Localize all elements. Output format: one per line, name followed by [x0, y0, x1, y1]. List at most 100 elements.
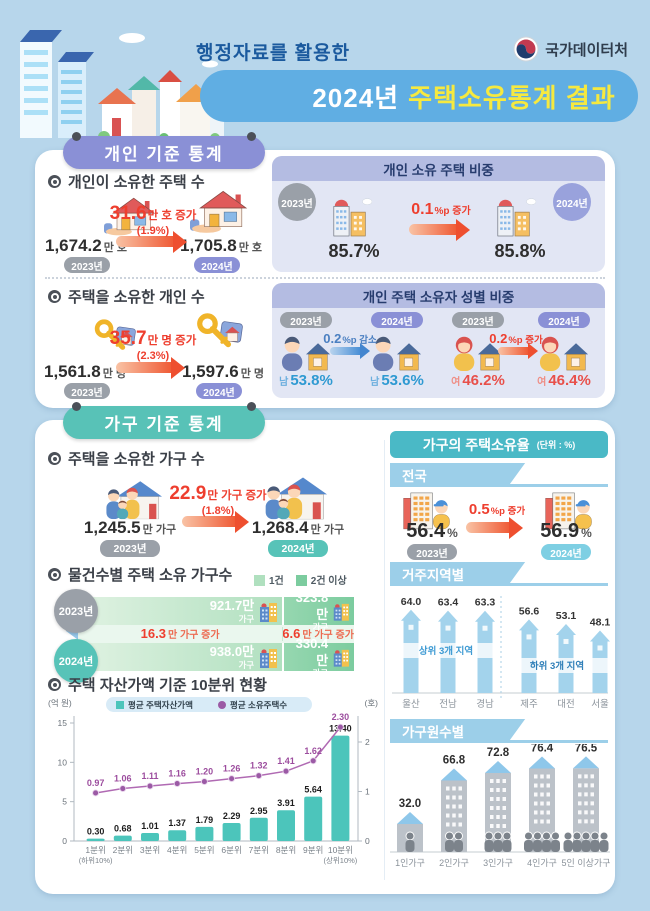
svg-text:1: 1	[365, 787, 370, 797]
svg-text:5.64: 5.64	[304, 785, 322, 795]
svg-text:0.68: 0.68	[114, 824, 132, 834]
svg-text:7분위: 7분위	[249, 845, 269, 855]
agency-name: 국가데이터처	[545, 41, 628, 59]
svg-text:(억 원): (억 원)	[48, 698, 72, 708]
mini-building-icon	[258, 600, 278, 622]
svg-text:4인가구: 4인가구	[527, 858, 557, 868]
dotted-divider	[45, 277, 605, 279]
svg-text:6분위: 6분위	[221, 845, 241, 855]
title-year: 2024년	[312, 82, 400, 113]
ownership-rate-header: 가구의 주택소유율 (단위 : %)	[390, 431, 608, 458]
increase-arrow-icon	[466, 516, 523, 539]
svg-text:3인가구: 3인가구	[483, 858, 513, 868]
svg-text:2: 2	[365, 737, 370, 747]
household-count-title: 주택을 소유한 가구 수	[48, 448, 205, 469]
stacked-bar-2023: 921.7만 가구 323.8만 가구	[78, 590, 354, 632]
male-change: 0.2%p 감소	[323, 331, 377, 346]
decile-combo-chart: 0 5 10 15 0 1 2 (억 원) (호) 0.30 0.68 1.01 1.37 1.79 2.2…	[48, 697, 378, 865]
svg-text:64.0: 64.0	[401, 596, 422, 608]
year-badge-2024: 2024년	[538, 312, 590, 328]
svg-text:2.30: 2.30	[332, 712, 350, 722]
year-badge-2023: 2023년	[280, 312, 332, 328]
bullet-icon	[48, 678, 61, 691]
segment-multi-home: 323.8만 가구	[282, 590, 354, 632]
year-badge-2023: 2023년	[100, 540, 160, 557]
svg-text:48.1: 48.1	[590, 616, 610, 628]
svg-text:1.37: 1.37	[168, 818, 186, 828]
increase-arrow-icon	[182, 510, 249, 533]
legend-item: 1건	[254, 572, 284, 587]
legend-item: 2건 이상	[295, 572, 347, 587]
title-text: 주택소유통계 결과	[408, 82, 616, 113]
legend-swatch-two	[295, 575, 307, 586]
svg-text:(상위10%): (상위10%)	[323, 855, 357, 865]
svg-text:76.4: 76.4	[531, 744, 554, 755]
share-2024-value: 85.8%	[494, 241, 546, 261]
svg-text:56.6: 56.6	[519, 605, 540, 617]
year-badge-2024: 2024년	[371, 312, 423, 328]
svg-text:4분위: 4분위	[167, 845, 187, 855]
svg-text:2분위: 2분위	[113, 845, 133, 855]
svg-text:전남: 전남	[439, 699, 457, 710]
year-badge-2023: 2023년	[407, 544, 457, 560]
by-count-legend: 1건 2건 이상	[254, 572, 347, 587]
tab-national: 전국	[390, 463, 526, 487]
svg-text:평균 주택자산가액: 평균 주택자산가액	[128, 700, 193, 710]
svg-text:1분위: 1분위	[85, 845, 105, 855]
segment-multi-home: 330.4만 가구	[282, 636, 354, 678]
svg-text:2.95: 2.95	[250, 806, 268, 816]
national-change: 0.5%p 증가	[468, 501, 526, 518]
svg-text:5: 5	[62, 797, 67, 807]
national-2024-value: 56.9%	[540, 520, 592, 542]
increase-arrow-icon	[116, 230, 187, 253]
gender-box-title: 개인 주택 소유자 성별 비중	[272, 283, 605, 308]
svg-text:63.4: 63.4	[438, 597, 459, 609]
year-badge-2024: 2024년	[194, 257, 240, 273]
by-count-title: 물건수별 주택 소유 가구수	[48, 564, 232, 585]
svg-text:1.26: 1.26	[223, 764, 241, 774]
svg-text:15: 15	[58, 718, 68, 728]
share-box-title: 개인 소유 주택 비중	[272, 156, 605, 181]
household-2023-value: 1,245.5 만 가구	[83, 518, 177, 537]
owners-2023-value: 1,561.8 만 명	[44, 362, 127, 381]
svg-text:0: 0	[62, 836, 67, 846]
ribbon-pin	[247, 402, 256, 411]
household-2024-value: 1,268.4 만 가구	[251, 518, 345, 537]
stacked-bar-2024: 938.0만 가구 330.4만 가구	[78, 636, 354, 678]
year-circle-2023: 2023년	[54, 589, 98, 633]
svg-text:72.8: 72.8	[487, 747, 510, 759]
buildings-icon	[494, 192, 536, 238]
svg-text:5인 이상가구: 5인 이상가구	[562, 858, 611, 868]
ribbon-pin	[247, 132, 256, 141]
svg-text:2인가구: 2인가구	[439, 858, 469, 868]
svg-text:1.01: 1.01	[141, 821, 159, 831]
year-circle-2024: 2024년	[54, 639, 98, 683]
owners-count-title: 주택을 소유한 개인 수	[48, 286, 205, 307]
change-one-home: 16.3 만 가구 증가	[140, 626, 220, 641]
homes-2023-value: 1,674.2 만 호	[45, 236, 128, 255]
svg-text:3.91: 3.91	[277, 798, 295, 808]
ribbon-pin	[72, 402, 81, 411]
bullet-icon	[48, 175, 61, 188]
year-badge-2023: 2023년	[64, 383, 110, 399]
svg-text:1.32: 1.32	[250, 761, 268, 771]
house-keys-icon	[194, 310, 252, 358]
svg-text:하위 3개 지역: 하위 3개 지역	[530, 660, 584, 672]
svg-text:제주: 제주	[520, 699, 538, 710]
homes-2024-value: 1,705.8 만 호	[180, 236, 263, 255]
share-2023-value: 85.7%	[328, 241, 380, 261]
svg-text:53.1: 53.1	[556, 610, 577, 622]
speech-bubble-2023: 2023년	[278, 183, 316, 221]
decile-title: 주택 자산가액 기준 10분위 현황	[48, 674, 267, 695]
svg-text:32.0: 32.0	[399, 798, 421, 810]
female-2024-value: 여 46.4%	[537, 372, 591, 389]
homes-change: 31.6만 호 증가 (1.9%)	[109, 203, 197, 237]
svg-text:2.29: 2.29	[223, 811, 241, 821]
svg-text:5분위: 5분위	[194, 845, 214, 855]
svg-text:경남: 경남	[476, 698, 494, 710]
ribbon-pin	[72, 132, 81, 141]
region-bar-chart: 64.0 울산 63.4 전남 63.3 경남 56.6 제주 53.1 대전 48.1 서울 상위 3…	[392, 596, 610, 710]
svg-text:9분위: 9분위	[303, 845, 323, 855]
female-change: 0.2%p 증가	[489, 331, 543, 346]
